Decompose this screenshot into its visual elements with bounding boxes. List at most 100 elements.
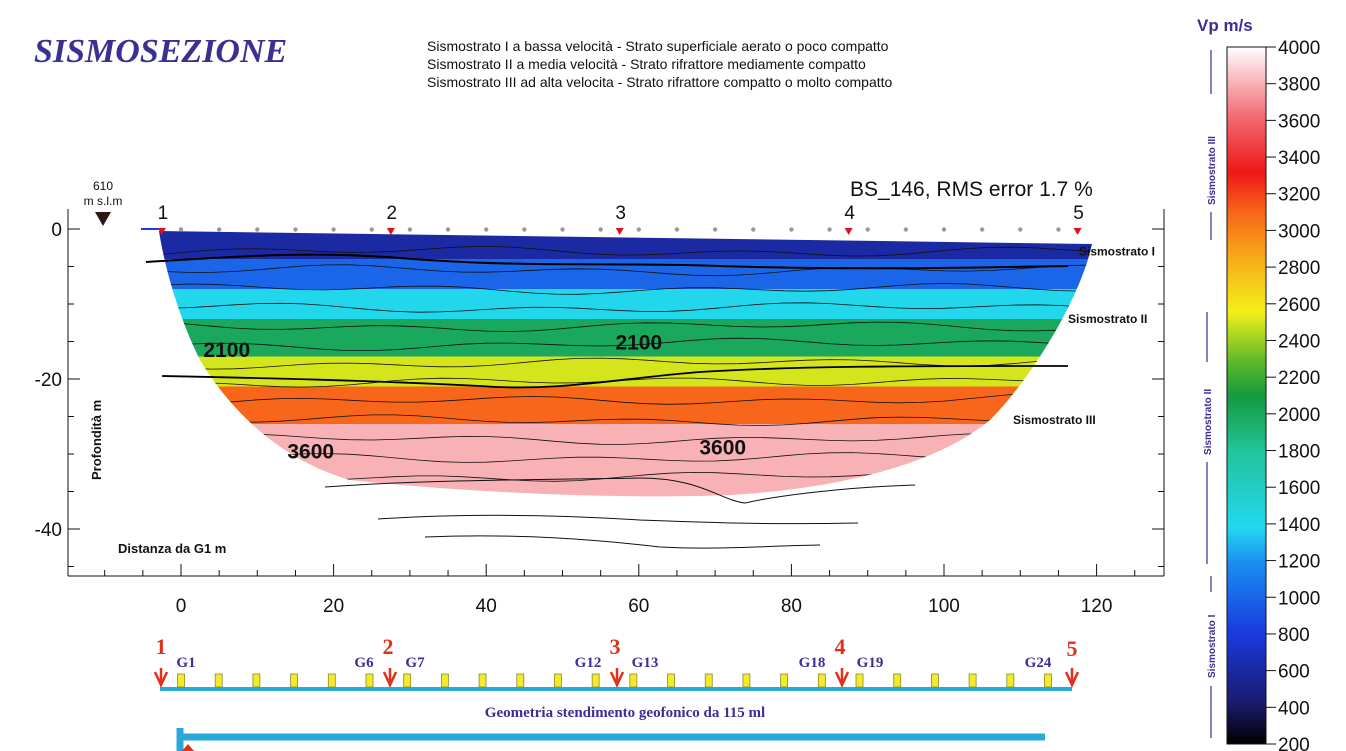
shot-marker-icon	[157, 228, 166, 235]
x-tick-label: 40	[476, 596, 497, 617]
geophone-marker	[636, 227, 641, 232]
geophone-box	[177, 673, 185, 688]
geophone-box	[554, 673, 562, 688]
contour-line	[159, 320, 1092, 332]
geophone-box	[667, 673, 675, 688]
y-tick-label: -20	[35, 370, 62, 391]
geophone-box	[252, 673, 261, 688]
contour-line	[159, 414, 1092, 426]
colorbar-tick-label: 800	[1278, 625, 1310, 646]
contour-line	[159, 302, 1092, 313]
elevation-value: 610	[93, 179, 113, 193]
geophone-marker	[522, 227, 527, 232]
contour-line	[424, 535, 821, 549]
geometry-caption: Geometria stendimento geofonico da 115 m…	[485, 705, 765, 721]
geophone-box	[327, 673, 336, 688]
shot-label: 2	[387, 203, 398, 224]
x-tick-label: 20	[323, 596, 344, 617]
shot-label: 3	[615, 203, 626, 224]
side-strata-labels: Sismostrato III Sismostrato II Sismostra…	[1203, 50, 1218, 738]
geophone-box	[629, 673, 638, 688]
geophone-marker	[865, 227, 870, 232]
colorbar-tick-label: 3800	[1278, 75, 1320, 96]
geophone-marker	[560, 227, 565, 232]
geophone-marker	[369, 227, 374, 232]
geometry-diagram: 1 2 3 4 5 G1 G6 G7 G12 G13 G18 G19 G24 Geometria st…	[153, 634, 1080, 751]
geophone-label: G19	[857, 655, 884, 671]
axes: 0 -20 -40 0 20 40 60 80 100 120	[35, 209, 1165, 617]
x-tick-label: 100	[928, 596, 960, 617]
x-axis-label: Distanza da G1 m	[118, 541, 226, 556]
layer-label: Sismostrato II	[1068, 312, 1147, 326]
colorbar-tick-label: 2800	[1278, 258, 1320, 279]
colorbar-tick-label: 2400	[1278, 331, 1320, 352]
geophone-marker	[827, 227, 832, 232]
geometry-shot-label: 1	[156, 634, 167, 659]
shot-label: 4	[844, 203, 855, 224]
colorbar-tick-label: 1400	[1278, 515, 1320, 536]
geometry-shot-arrow-icon	[382, 668, 398, 688]
x-tick-label: 0	[176, 596, 187, 617]
geophone-box	[591, 673, 600, 688]
geophone-box	[440, 673, 449, 688]
page-title: SISMOSEZIONE	[34, 33, 287, 70]
geophone-marker	[445, 227, 451, 232]
geophone-box	[403, 673, 412, 688]
velocity-field	[159, 231, 1092, 497]
geophone-marker	[1018, 227, 1023, 232]
side-label-sismostrato-i: Sismostrato I	[1207, 614, 1218, 678]
colorbar-tick-label: 4000	[1278, 38, 1320, 59]
contour-line	[159, 433, 1092, 445]
contour-label: 3600	[699, 437, 746, 460]
geophone-box	[290, 673, 298, 688]
geophone-box	[214, 673, 223, 688]
geophone-marker	[712, 227, 718, 232]
geophone-box	[704, 673, 713, 688]
geophone-box	[516, 673, 525, 688]
contour-line	[159, 337, 1092, 351]
geophone-marker	[216, 227, 222, 232]
y-tick-label: -40	[35, 520, 62, 541]
colorbar-tick-label: 3000	[1278, 221, 1320, 242]
contour-line	[324, 477, 916, 504]
colorbar-tick-label: 3400	[1278, 148, 1320, 169]
geophone-marker	[674, 227, 680, 232]
legend-line-1: Sismostrato I a bassa velocità - Strato …	[427, 38, 889, 54]
geophone-label: G18	[799, 655, 826, 671]
geophone-marker	[484, 227, 489, 232]
geophone-box	[893, 673, 902, 688]
layer-label: Sismostrato I	[1079, 244, 1155, 258]
geophone-marker	[751, 227, 756, 232]
geophone-box	[742, 673, 751, 688]
colorbar-tick-label: 1800	[1278, 442, 1320, 463]
shot-marker-icon	[386, 228, 395, 235]
geophone-marker	[598, 227, 603, 232]
colorbar-tick-label: 1600	[1278, 478, 1320, 499]
geophone-marker	[407, 227, 413, 232]
layer-label: Sismostrato III	[1013, 413, 1096, 427]
contour-label: 2100	[203, 339, 250, 362]
chart-title: BS_146, RMS error 1.7 %	[850, 178, 1093, 201]
geometry-shot-arrow-icon	[153, 668, 169, 688]
geophone-label: G24	[1025, 655, 1052, 671]
geophone-marker	[789, 227, 794, 232]
side-label-sismostrato-ii: Sismostrato II	[1203, 389, 1214, 455]
colorbar-tick-label: 1000	[1278, 588, 1320, 609]
geophone-box	[365, 673, 374, 688]
geophone-marker	[293, 227, 298, 232]
elevation-marker-icon	[95, 212, 111, 226]
geophone-label: G7	[405, 655, 425, 671]
y-tick-label: 0	[51, 220, 62, 241]
colorbar-tick-label: 3200	[1278, 185, 1320, 206]
shot-label: 5	[1073, 203, 1084, 224]
geometry-shot-arrow-icon	[834, 668, 850, 688]
shot-marker-icon	[844, 228, 853, 235]
geometry-shot-label: 5	[1067, 636, 1078, 661]
x-tick-label: 60	[628, 596, 649, 617]
boundary-line-lower	[161, 365, 1069, 389]
contour-line	[159, 392, 1092, 408]
side-label-sismostrato-iii: Sismostrato III	[1207, 136, 1218, 205]
contour-line	[159, 264, 1092, 277]
contour-line	[377, 514, 859, 525]
